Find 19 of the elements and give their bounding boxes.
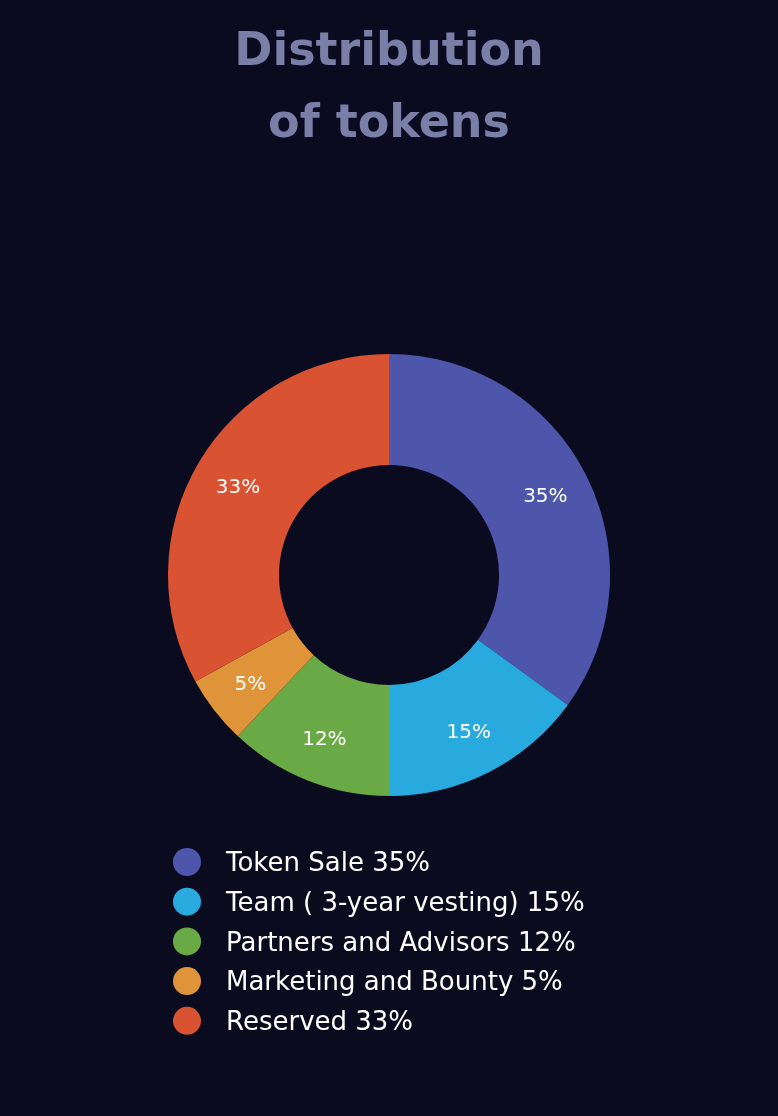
data-label: 15%: [446, 719, 491, 744]
donut-slice: [389, 639, 568, 796]
text: 5%: [521, 966, 563, 997]
legend-label: Token Sale: [226, 847, 364, 878]
legend-label: Marketing and Bounty: [226, 966, 514, 997]
legend-label: Reserved: [226, 1005, 348, 1036]
text: 12%: [517, 926, 576, 957]
donut-slice: [389, 354, 610, 705]
legend-label: Partners and Advisors: [226, 926, 510, 957]
text: 15%: [526, 886, 585, 917]
data-label: 35%: [523, 483, 568, 508]
data-label: 12%: [302, 726, 347, 751]
data-label: 5%: [234, 670, 267, 695]
text: 35%: [372, 847, 430, 878]
donut-slice: [237, 655, 389, 796]
legend-label: Team ( 3-year vesting): [226, 886, 519, 917]
chart-title: Distribution of tokens: [234, 22, 544, 148]
text: 33%: [355, 1005, 414, 1036]
data-label: 33%: [215, 473, 261, 498]
